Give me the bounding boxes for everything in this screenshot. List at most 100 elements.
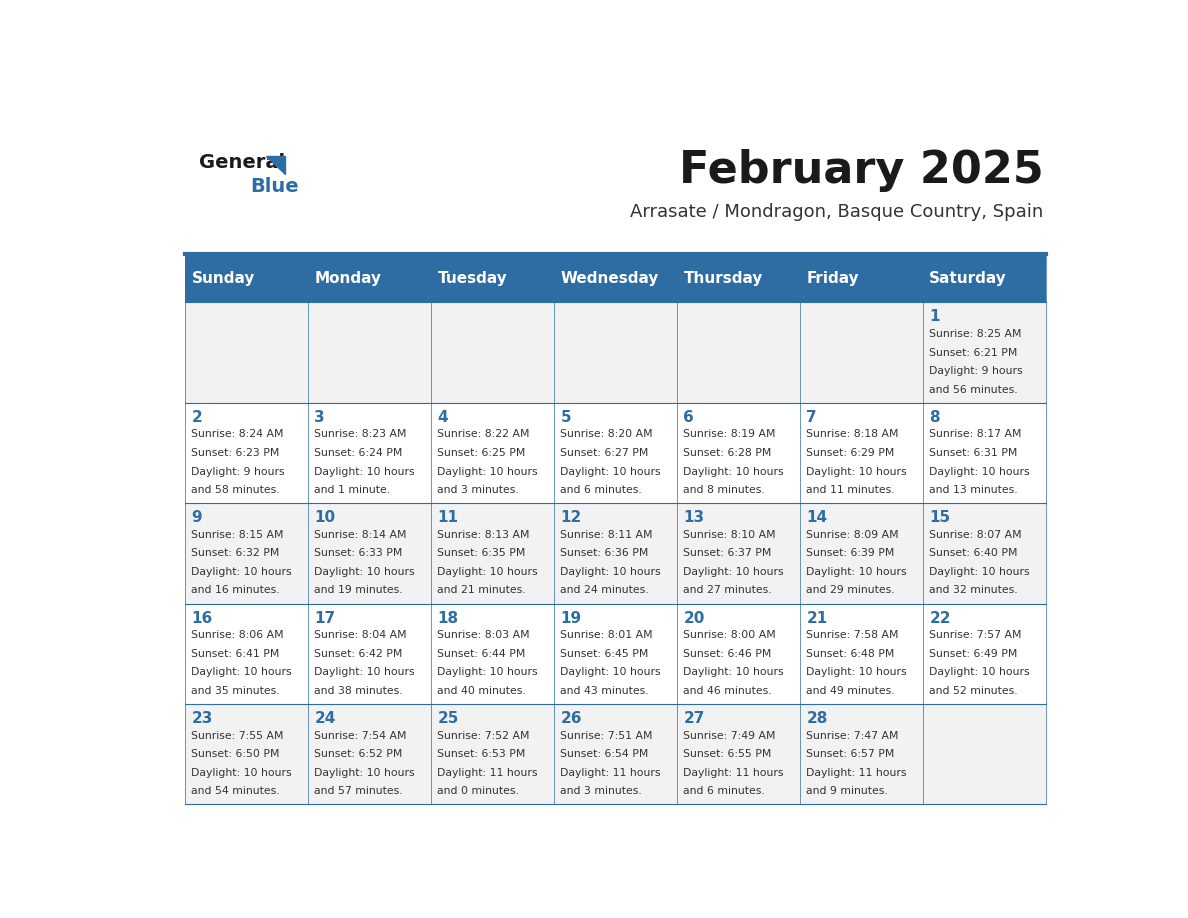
Text: Daylight: 10 hours: Daylight: 10 hours bbox=[191, 567, 292, 577]
Text: Daylight: 10 hours: Daylight: 10 hours bbox=[191, 767, 292, 778]
Bar bbox=[555, 302, 677, 403]
Text: Blue: Blue bbox=[249, 177, 298, 196]
Text: Sunrise: 7:47 AM: Sunrise: 7:47 AM bbox=[807, 731, 899, 741]
Text: Sunset: 6:52 PM: Sunset: 6:52 PM bbox=[315, 749, 403, 759]
Bar bbox=[431, 503, 555, 603]
Text: Sunrise: 8:06 AM: Sunrise: 8:06 AM bbox=[191, 630, 284, 640]
Text: Sunset: 6:40 PM: Sunset: 6:40 PM bbox=[929, 548, 1018, 558]
Text: Sunrise: 7:52 AM: Sunrise: 7:52 AM bbox=[437, 731, 530, 741]
Bar bbox=[923, 603, 1047, 704]
Bar bbox=[923, 255, 1047, 302]
Text: 1: 1 bbox=[929, 309, 940, 324]
Bar bbox=[309, 403, 431, 503]
Text: 21: 21 bbox=[807, 610, 828, 625]
Text: and 6 minutes.: and 6 minutes. bbox=[561, 485, 643, 495]
Text: Daylight: 9 hours: Daylight: 9 hours bbox=[929, 366, 1023, 376]
Text: Daylight: 10 hours: Daylight: 10 hours bbox=[683, 667, 784, 677]
Bar bbox=[431, 255, 555, 302]
Bar bbox=[431, 704, 555, 804]
Text: 6: 6 bbox=[683, 409, 694, 425]
Text: Daylight: 10 hours: Daylight: 10 hours bbox=[315, 567, 415, 577]
Text: 13: 13 bbox=[683, 510, 704, 525]
Text: and 54 minutes.: and 54 minutes. bbox=[191, 786, 280, 796]
Text: Daylight: 10 hours: Daylight: 10 hours bbox=[929, 667, 1030, 677]
Text: and 24 minutes.: and 24 minutes. bbox=[561, 586, 649, 596]
Text: Sunset: 6:42 PM: Sunset: 6:42 PM bbox=[315, 649, 403, 659]
Bar bbox=[923, 403, 1047, 503]
Text: Daylight: 10 hours: Daylight: 10 hours bbox=[807, 567, 906, 577]
Text: Daylight: 11 hours: Daylight: 11 hours bbox=[437, 767, 538, 778]
Text: Daylight: 10 hours: Daylight: 10 hours bbox=[191, 667, 292, 677]
Text: Friday: Friday bbox=[807, 271, 859, 286]
Text: Sunset: 6:31 PM: Sunset: 6:31 PM bbox=[929, 448, 1018, 458]
Text: Daylight: 10 hours: Daylight: 10 hours bbox=[683, 466, 784, 476]
Text: Daylight: 10 hours: Daylight: 10 hours bbox=[807, 667, 906, 677]
Text: Daylight: 9 hours: Daylight: 9 hours bbox=[191, 466, 285, 476]
Text: 28: 28 bbox=[807, 711, 828, 726]
Text: Sunset: 6:32 PM: Sunset: 6:32 PM bbox=[191, 548, 280, 558]
Text: Sunrise: 8:18 AM: Sunrise: 8:18 AM bbox=[807, 430, 899, 440]
Bar bbox=[431, 403, 555, 503]
Bar bbox=[185, 302, 309, 403]
Text: and 40 minutes.: and 40 minutes. bbox=[437, 686, 526, 696]
Bar bbox=[555, 603, 677, 704]
Text: and 21 minutes.: and 21 minutes. bbox=[437, 586, 526, 596]
Text: Sunset: 6:45 PM: Sunset: 6:45 PM bbox=[561, 649, 649, 659]
Bar bbox=[185, 603, 309, 704]
Text: Sunrise: 8:24 AM: Sunrise: 8:24 AM bbox=[191, 430, 284, 440]
Bar bbox=[677, 603, 801, 704]
Text: 14: 14 bbox=[807, 510, 828, 525]
Text: and 3 minutes.: and 3 minutes. bbox=[561, 786, 643, 796]
Text: and 46 minutes.: and 46 minutes. bbox=[683, 686, 772, 696]
Text: and 6 minutes.: and 6 minutes. bbox=[683, 786, 765, 796]
Text: Daylight: 11 hours: Daylight: 11 hours bbox=[561, 767, 661, 778]
Text: Sunrise: 7:49 AM: Sunrise: 7:49 AM bbox=[683, 731, 776, 741]
Text: Sunrise: 8:17 AM: Sunrise: 8:17 AM bbox=[929, 430, 1022, 440]
Text: 16: 16 bbox=[191, 610, 213, 625]
Bar bbox=[555, 403, 677, 503]
Text: Sunrise: 8:11 AM: Sunrise: 8:11 AM bbox=[561, 530, 653, 540]
Bar bbox=[801, 503, 923, 603]
Text: Sunrise: 8:04 AM: Sunrise: 8:04 AM bbox=[315, 630, 407, 640]
Text: Sunset: 6:50 PM: Sunset: 6:50 PM bbox=[191, 749, 280, 759]
Text: and 9 minutes.: and 9 minutes. bbox=[807, 786, 889, 796]
Bar bbox=[431, 603, 555, 704]
Text: Sunrise: 7:54 AM: Sunrise: 7:54 AM bbox=[315, 731, 407, 741]
Text: Sunrise: 8:10 AM: Sunrise: 8:10 AM bbox=[683, 530, 776, 540]
Text: Sunset: 6:54 PM: Sunset: 6:54 PM bbox=[561, 749, 649, 759]
Text: Daylight: 10 hours: Daylight: 10 hours bbox=[437, 466, 538, 476]
Text: Sunrise: 8:14 AM: Sunrise: 8:14 AM bbox=[315, 530, 407, 540]
Bar bbox=[677, 255, 801, 302]
Text: and 57 minutes.: and 57 minutes. bbox=[315, 786, 403, 796]
Text: Sunrise: 8:20 AM: Sunrise: 8:20 AM bbox=[561, 430, 653, 440]
Text: Sunrise: 8:03 AM: Sunrise: 8:03 AM bbox=[437, 630, 530, 640]
Text: Sunset: 6:46 PM: Sunset: 6:46 PM bbox=[683, 649, 772, 659]
Text: Sunset: 6:48 PM: Sunset: 6:48 PM bbox=[807, 649, 895, 659]
Bar bbox=[185, 503, 309, 603]
Text: Sunrise: 8:00 AM: Sunrise: 8:00 AM bbox=[683, 630, 776, 640]
Text: 4: 4 bbox=[437, 409, 448, 425]
Text: and 8 minutes.: and 8 minutes. bbox=[683, 485, 765, 495]
Text: and 49 minutes.: and 49 minutes. bbox=[807, 686, 895, 696]
Text: and 11 minutes.: and 11 minutes. bbox=[807, 485, 895, 495]
Bar bbox=[185, 403, 309, 503]
Text: Daylight: 10 hours: Daylight: 10 hours bbox=[315, 466, 415, 476]
Text: and 1 minute.: and 1 minute. bbox=[315, 485, 391, 495]
Text: 25: 25 bbox=[437, 711, 459, 726]
Bar bbox=[309, 302, 431, 403]
Text: 23: 23 bbox=[191, 711, 213, 726]
Text: and 0 minutes.: and 0 minutes. bbox=[437, 786, 519, 796]
Text: Sunrise: 8:19 AM: Sunrise: 8:19 AM bbox=[683, 430, 776, 440]
Bar bbox=[923, 503, 1047, 603]
Text: 3: 3 bbox=[315, 409, 326, 425]
Text: 11: 11 bbox=[437, 510, 459, 525]
Bar bbox=[923, 302, 1047, 403]
Text: General: General bbox=[200, 152, 285, 172]
Text: Sunrise: 8:09 AM: Sunrise: 8:09 AM bbox=[807, 530, 899, 540]
Bar bbox=[801, 255, 923, 302]
Text: Daylight: 10 hours: Daylight: 10 hours bbox=[683, 567, 784, 577]
Text: and 3 minutes.: and 3 minutes. bbox=[437, 485, 519, 495]
Text: Daylight: 10 hours: Daylight: 10 hours bbox=[929, 567, 1030, 577]
Text: 24: 24 bbox=[315, 711, 336, 726]
Text: and 13 minutes.: and 13 minutes. bbox=[929, 485, 1018, 495]
